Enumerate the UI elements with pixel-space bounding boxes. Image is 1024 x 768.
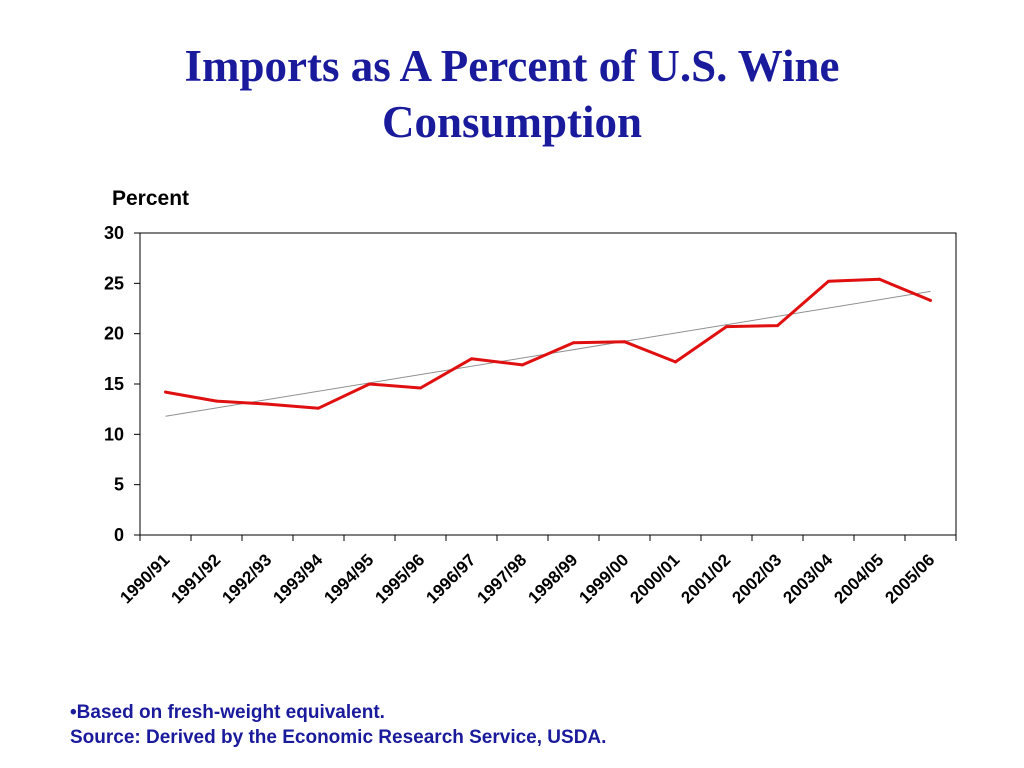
line-chart: 0 5 10 15 20 25 30 1990/911991/921992/931993/94…	[104, 223, 957, 607]
series-line	[165, 277, 932, 410]
y-tick-label: 15	[104, 374, 124, 394]
x-tick-label: 1990/91	[116, 550, 173, 607]
data-point	[317, 406, 320, 410]
y-tick-label: 25	[104, 273, 124, 293]
data-point	[776, 324, 779, 328]
plot-area	[139, 232, 957, 536]
x-tick-label: 1993/94	[269, 550, 326, 607]
x-tick-label: 1995/96	[371, 550, 428, 607]
footnote-source: Source: Derived by the Economic Research…	[70, 727, 607, 748]
x-tick-label: 2000/01	[626, 550, 683, 607]
x-tick-label: 2005/06	[881, 550, 938, 607]
y-tick-label: 10	[104, 424, 124, 444]
footnotes: •Based on fresh-weight equivalent. Sourc…	[70, 700, 606, 750]
y-tick-label: 0	[114, 525, 124, 545]
data-point	[419, 386, 422, 390]
data-point	[368, 382, 371, 386]
data-point	[215, 399, 218, 403]
data-point	[521, 363, 524, 367]
data-point	[725, 325, 728, 329]
x-tick-label: 2001/02	[677, 550, 734, 607]
data-point	[623, 340, 626, 344]
x-tick-label: 2004/05	[830, 550, 887, 607]
title-line-2: Consumption	[381, 97, 643, 147]
page-title: Imports as A Percent of U.S. Wine Consum…	[0, 38, 1024, 150]
data-point	[878, 277, 881, 281]
x-tick-label: 1996/97	[422, 550, 479, 607]
x-tick-label: 2003/04	[779, 550, 836, 607]
footnote-note: •Based on fresh-weight equivalent.	[70, 702, 385, 723]
data-point	[827, 279, 830, 283]
y-tick-label: 30	[104, 223, 124, 243]
x-tick-label: 1999/00	[575, 550, 632, 607]
x-tick-label: 1992/93	[218, 550, 275, 607]
y-tick-label: 20	[104, 324, 124, 344]
x-tick-label: 2002/03	[728, 550, 785, 607]
data-point	[674, 360, 677, 364]
y-axis-label: Percent	[112, 187, 190, 210]
x-tick-label: 1998/99	[524, 550, 581, 607]
title-line-1: Imports as A Percent of U.S. Wine	[184, 41, 840, 91]
y-tick-label: 5	[114, 475, 124, 495]
data-point	[572, 341, 575, 345]
x-tick-label: 1991/92	[167, 550, 224, 607]
data-point	[470, 357, 473, 361]
x-tick-label: 1994/95	[320, 550, 377, 607]
data-point	[929, 298, 932, 302]
data-point	[164, 390, 167, 394]
x-tick-label: 1997/98	[473, 550, 530, 607]
data-point	[266, 402, 269, 406]
